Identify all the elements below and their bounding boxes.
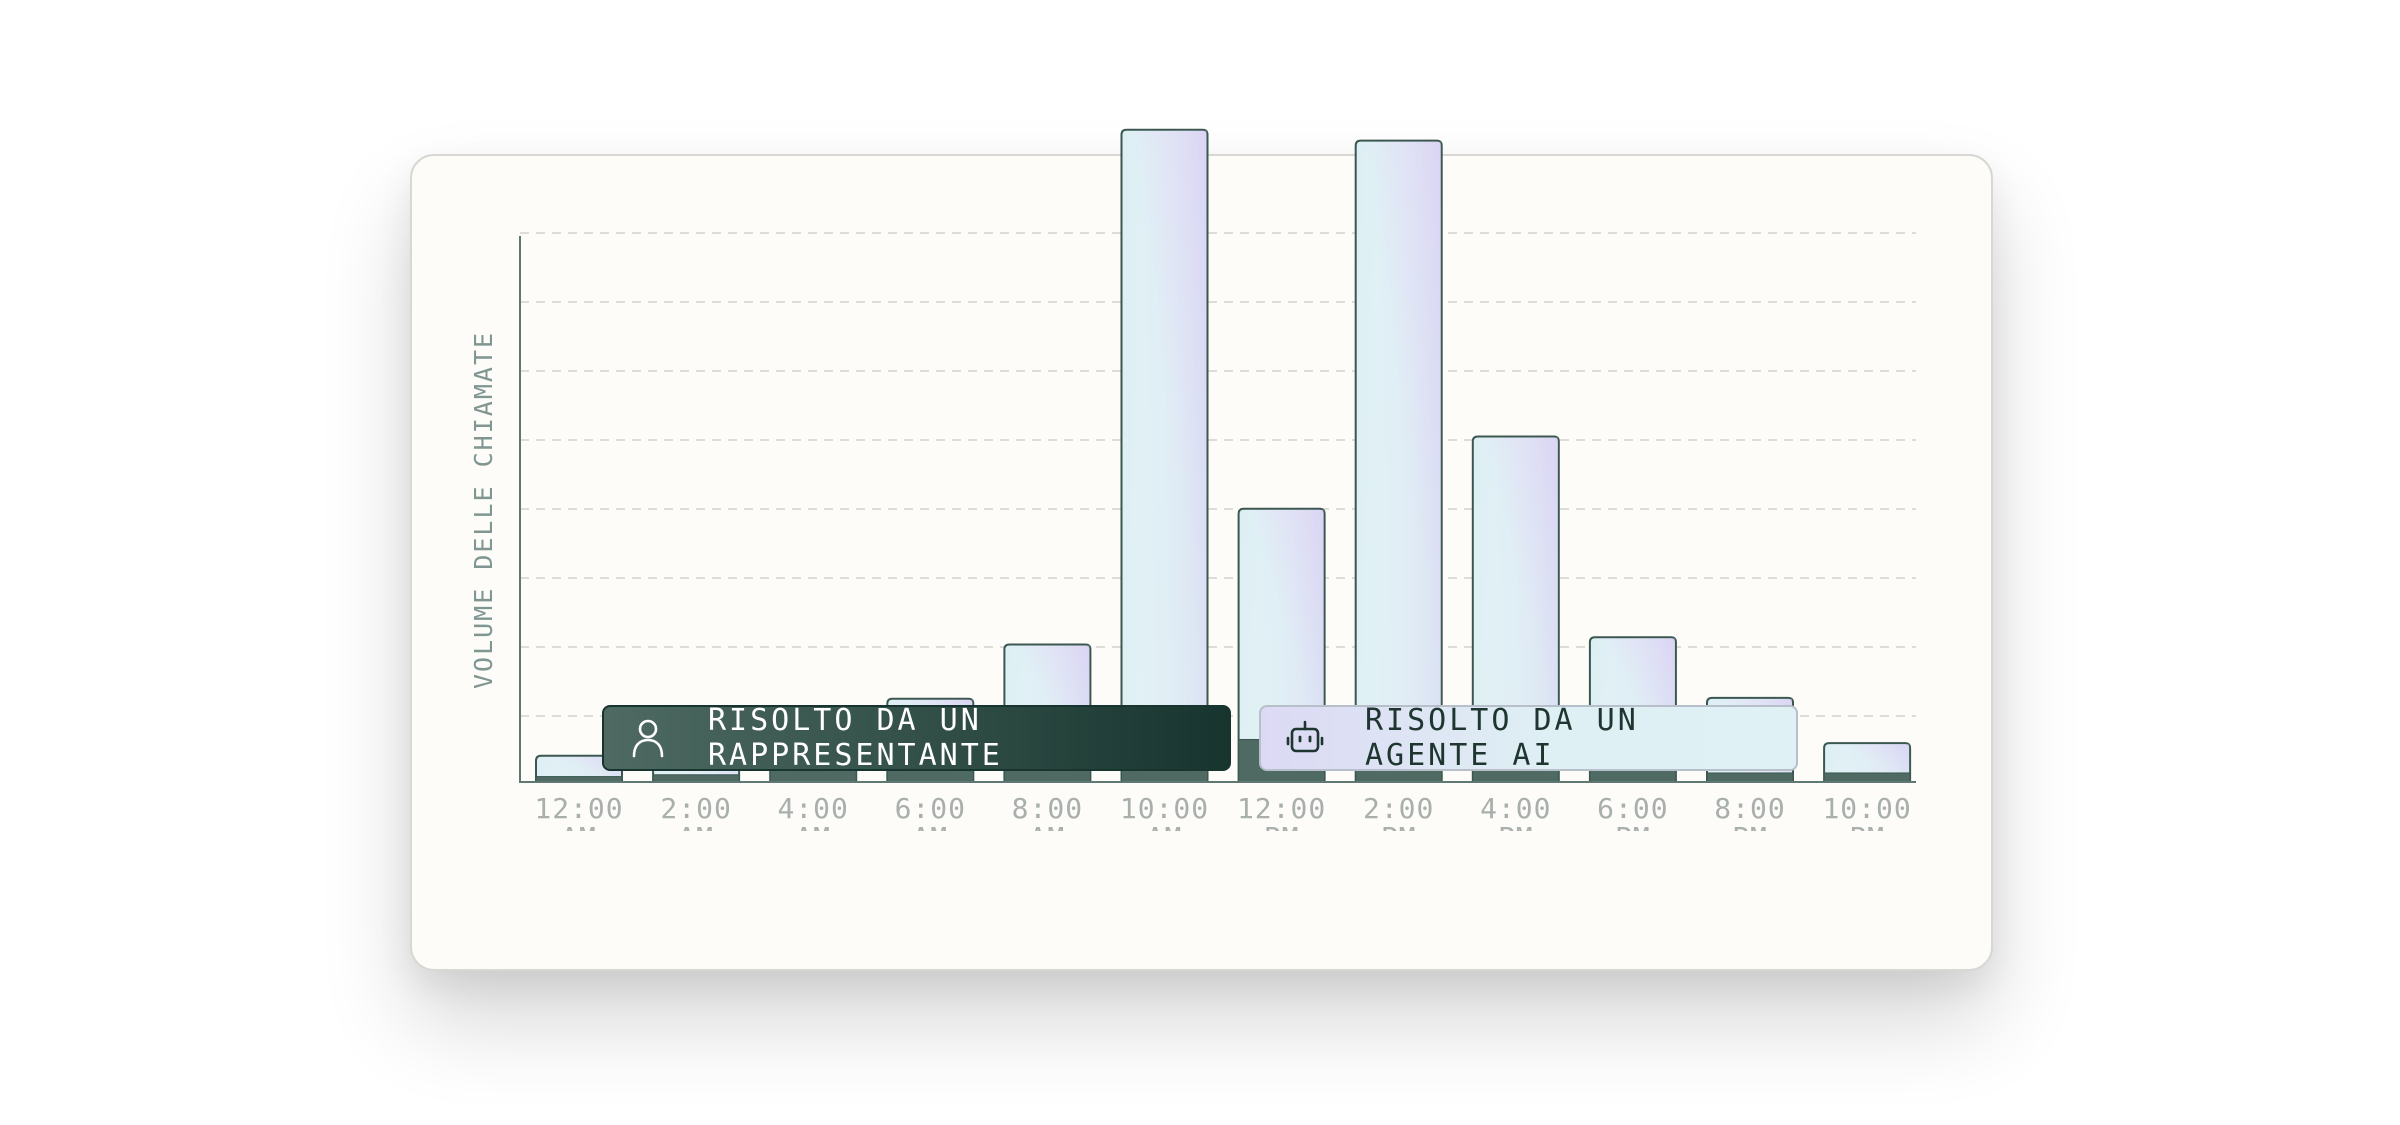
x-tick-label: 12:00 (1237, 792, 1326, 825)
x-tick-label-period: AM (795, 821, 831, 854)
legend-ai-label: RISOLTO DA UN AGENTE AI (1365, 703, 1639, 773)
bar-ai-tint (1473, 437, 1558, 759)
x-tick-label-period: AM (1030, 821, 1066, 854)
robot-icon (1285, 718, 1325, 758)
bar-ai-tint (537, 756, 621, 777)
x-tick-label: 6:00 (1597, 792, 1668, 825)
x-tick-label-period: PM (1381, 821, 1417, 854)
y-axis-label: VOLUME DELLE CHIAMATE (469, 331, 498, 689)
x-tick-label: 2:00 (660, 792, 731, 825)
x-tick-label-period: PM (1615, 821, 1651, 854)
x-tick-label: 8:00 (1714, 792, 1785, 825)
bar-human-segment (652, 774, 740, 783)
x-tick-label-period: AM (1147, 821, 1183, 854)
bar-human-segment (1706, 772, 1794, 783)
x-tick-label-period: PM (1264, 821, 1300, 854)
legend-human-resolved-button[interactable]: RISOLTO DA UN RAPPRESENTANTE (602, 703, 1231, 773)
bar-group (1354, 139, 1443, 783)
person-icon (628, 718, 668, 758)
x-tick-label-period: PM (1732, 821, 1768, 854)
bar-group (1823, 742, 1912, 783)
legend-ai-resolved-button[interactable]: RISOLTO DA UN AGENTE AI (1259, 703, 1798, 773)
bar-ai-tint (1239, 509, 1324, 740)
x-tick-label-period: AM (678, 821, 714, 854)
x-tick-label: 2:00 (1363, 792, 1434, 825)
x-tick-label: 6:00 (895, 792, 966, 825)
x-tick-label: 4:00 (1480, 792, 1551, 825)
x-tick-label-period: PM (1849, 821, 1885, 854)
x-tick-label: 8:00 (1012, 792, 1083, 825)
bar-ai-tint (1825, 744, 1910, 773)
x-tick-label-period: AM (561, 821, 597, 854)
bar-ai-tint (1122, 130, 1207, 729)
bar-group (1120, 128, 1209, 783)
legend-human-label: RISOLTO DA UN RAPPRESENTANTE (708, 703, 1003, 773)
x-tick-label: 10:00 (1822, 792, 1911, 825)
x-tick-label: 12:00 (534, 792, 623, 825)
bar-group (535, 754, 623, 783)
bar-ai-tint (1356, 141, 1441, 765)
x-tick-label-period: PM (1498, 821, 1534, 854)
legend: RISOLTO DA UN RAPPRESENTANTE RISOLTO DA … (0, 703, 2400, 773)
x-tick-label-period: AM (912, 821, 948, 854)
x-tick-labels: 12:00AM2:00AM4:00AM6:00AM8:00AM10:00AM12… (534, 792, 1911, 854)
bar-human-segment (1823, 772, 1911, 783)
axes (519, 236, 1916, 783)
gridlines (520, 232, 1916, 717)
x-tick-label: 10:00 (1120, 792, 1209, 825)
bars (535, 128, 1912, 783)
x-tick-label: 4:00 (777, 792, 848, 825)
